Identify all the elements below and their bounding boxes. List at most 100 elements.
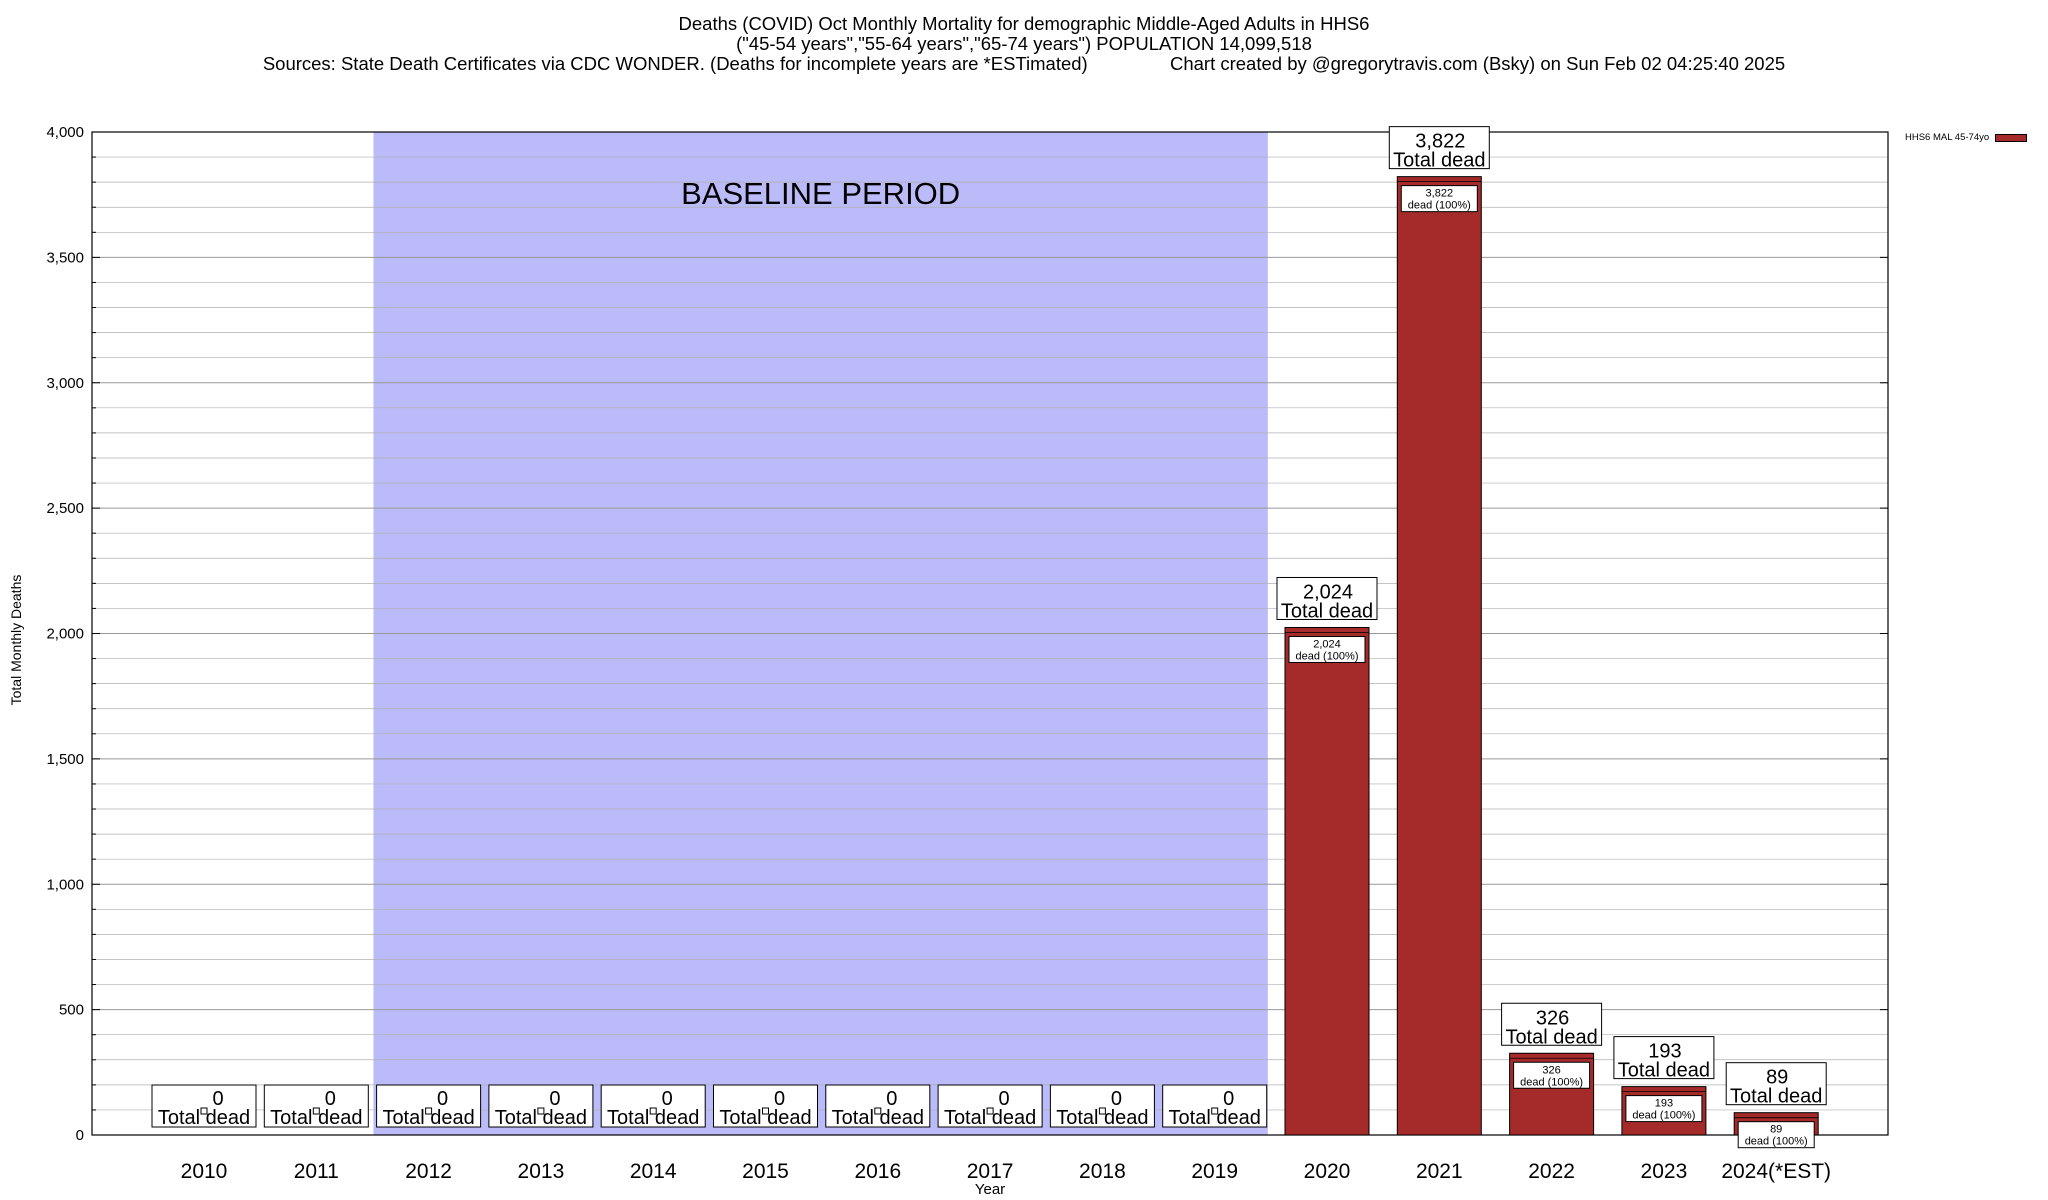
zero-point-marker xyxy=(762,1107,769,1115)
x-tick-label: 2022 xyxy=(1528,1160,1575,1183)
x-tick-label: 2020 xyxy=(1304,1160,1351,1183)
total-value-label: 0 xyxy=(999,1088,1010,1110)
bar-inner-label-box xyxy=(1400,185,1478,213)
title-line-2: ("45-54 years","55-64 years","65-74 year… xyxy=(736,33,1312,54)
total-label-box xyxy=(1049,1084,1155,1128)
bar xyxy=(1396,176,1482,1136)
y-tick-label: 3,500 xyxy=(46,249,84,266)
bar xyxy=(1284,626,1370,1136)
total-value-label: 0 xyxy=(886,1088,897,1110)
total-value-label: 0 xyxy=(1223,1088,1234,1110)
y-tick-label: 4,000 xyxy=(46,124,84,141)
total-value-label: 89 xyxy=(1766,1067,1788,1089)
total-label-box xyxy=(263,1084,369,1128)
x-tick-label: 2012 xyxy=(405,1160,452,1183)
total-dead-label: Total dead xyxy=(1056,1107,1148,1129)
x-tick-label: 2021 xyxy=(1416,1160,1463,1183)
total-dead-label: Total dead xyxy=(719,1107,811,1129)
x-axis-label: Year xyxy=(975,1181,1005,1198)
x-tick-label: 2015 xyxy=(742,1160,789,1183)
bar-inner-value: 3,822 xyxy=(1426,188,1454,200)
bar-inner-label-box xyxy=(1288,635,1366,663)
x-tick-label: 2016 xyxy=(854,1160,901,1183)
total-value-label: 0 xyxy=(662,1088,673,1110)
x-tick-label: 2014 xyxy=(630,1160,677,1183)
chart-title: Deaths (COVID) Oct Monthly Mortality for… xyxy=(0,14,2048,74)
total-label-box xyxy=(488,1084,594,1128)
y-tick-label: 2,000 xyxy=(46,626,84,643)
total-dead-label: Total dead xyxy=(1393,150,1485,172)
total-dead-label: Total dead xyxy=(495,1107,587,1129)
sources-note: Sources: State Death Certificates via CD… xyxy=(262,53,1088,74)
total-dead-label: Total dead xyxy=(1505,1026,1597,1048)
zero-point-marker xyxy=(986,1107,994,1115)
x-tick-label: 2024(*EST) xyxy=(1721,1160,1831,1183)
y-tick-label: 0 xyxy=(76,1127,84,1144)
y-tick-label: 3,000 xyxy=(46,375,84,392)
zero-point-marker xyxy=(1211,1107,1219,1115)
total-dead-label: Total dead xyxy=(607,1107,699,1129)
legend: HHS6 MAL 45-74yo xyxy=(1905,132,2028,143)
x-tick-label: 2013 xyxy=(518,1160,565,1183)
total-dead-label: Total dead xyxy=(382,1107,474,1129)
total-value-label: 326 xyxy=(1536,1007,1569,1029)
total-value-label: 0 xyxy=(325,1088,336,1110)
bar-inner-value: 2,024 xyxy=(1313,638,1341,650)
bar-inner-percent: dead (100%) xyxy=(1520,1076,1583,1088)
total-label-box xyxy=(937,1084,1043,1128)
x-tick-label: 2018 xyxy=(1079,1160,1126,1183)
total-value-label: 0 xyxy=(774,1088,785,1110)
y-tick-label: 1,500 xyxy=(46,751,84,768)
total-label-box xyxy=(1388,126,1490,170)
total-label-box xyxy=(1501,1002,1603,1046)
bar-inner-label-box xyxy=(1513,1061,1591,1089)
title-line-3: Sources: State Death Certificates via CD… xyxy=(0,54,2048,74)
x-tick-label: 2010 xyxy=(181,1160,228,1183)
total-label-box xyxy=(1162,1084,1268,1128)
y-tick-label: 1,000 xyxy=(46,876,84,893)
legend-swatch xyxy=(1995,133,2028,142)
total-dead-label: Total dead xyxy=(832,1107,924,1129)
total-label-box xyxy=(151,1084,257,1128)
bar-inner-percent: dead (100%) xyxy=(1296,650,1359,662)
bar-inner-value: 326 xyxy=(1542,1064,1560,1076)
bar-inner-percent: dead (100%) xyxy=(1745,1136,1808,1148)
total-value-label: 3,822 xyxy=(1415,131,1465,153)
zero-point-marker xyxy=(425,1107,433,1115)
total-dead-label: Total dead xyxy=(270,1107,362,1129)
y-tick-label: 500 xyxy=(59,1002,84,1019)
total-value-label: 0 xyxy=(1111,1088,1122,1110)
total-value-label: 193 xyxy=(1648,1041,1681,1063)
zero-point-marker xyxy=(874,1107,882,1115)
x-tick-label: 2023 xyxy=(1641,1160,1688,1183)
total-label-box xyxy=(376,1084,482,1128)
bar-inner-label-box xyxy=(1625,1095,1703,1123)
total-dead-label: Total dead xyxy=(1169,1107,1261,1129)
total-dead-label: Total dead xyxy=(1730,1086,1822,1108)
x-tick-label: 2011 xyxy=(294,1160,339,1183)
total-label-box xyxy=(825,1084,931,1128)
total-label-box xyxy=(1725,1062,1827,1106)
bar-inner-value: 89 xyxy=(1770,1124,1782,1136)
total-dead-label: Total dead xyxy=(158,1107,250,1129)
title-line-1: Deaths (COVID) Oct Monthly Mortality for… xyxy=(678,13,1370,34)
total-value-label: 0 xyxy=(549,1088,560,1110)
bar-inner-label-box xyxy=(1737,1121,1815,1149)
total-label-box xyxy=(713,1084,818,1128)
total-label-box xyxy=(1276,576,1378,620)
bar-inner-percent: dead (100%) xyxy=(1632,1110,1695,1122)
x-tick-label: 2017 xyxy=(967,1160,1014,1183)
total-value-label: 2,024 xyxy=(1303,581,1353,603)
zero-point-marker xyxy=(537,1107,545,1115)
total-dead-label: Total dead xyxy=(944,1107,1036,1129)
bar-inner-percent: dead (100%) xyxy=(1408,200,1471,212)
baseline-period-label: BASELINE PERIOD xyxy=(681,176,960,211)
bar-inner-value: 193 xyxy=(1655,1098,1673,1110)
total-label-box xyxy=(600,1084,706,1128)
zero-point-marker xyxy=(1098,1107,1106,1115)
y-tick-label: 2,500 xyxy=(46,500,84,517)
legend-label: HHS6 MAL 45-74yo xyxy=(1905,132,1990,143)
total-value-label: 0 xyxy=(437,1088,448,1110)
credit-note: Chart created by @gregorytravis.com (Bsk… xyxy=(1169,53,1786,74)
